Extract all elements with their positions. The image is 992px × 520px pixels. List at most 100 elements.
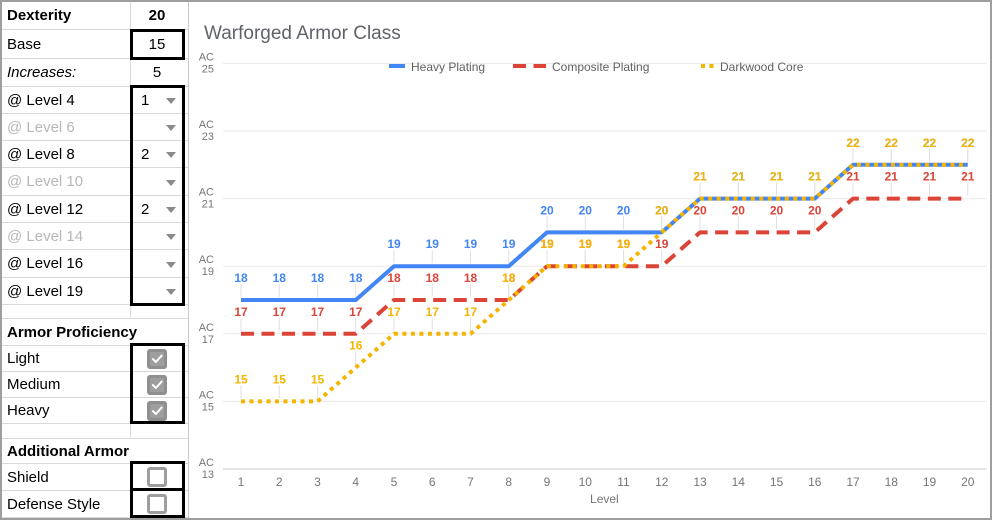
data-label-composite-plating: 20 <box>770 203 784 217</box>
data-label-darkwood-core: 16 <box>349 339 363 353</box>
data-label-darkwood-core: 18 <box>502 271 516 285</box>
row-shield: Shield <box>2 464 188 491</box>
data-label-composite-plating: 17 <box>273 305 287 319</box>
row-level-4: @ Level 4 1 <box>2 87 188 114</box>
level-8-label: @ Level 8 <box>2 141 131 167</box>
triangle-down-icon[interactable] <box>166 98 176 104</box>
data-label-darkwood-core: 21 <box>808 170 822 184</box>
x-tick-label: 8 <box>505 475 512 489</box>
triangle-down-icon[interactable] <box>166 152 176 158</box>
y-tick-label: 21 <box>202 199 214 211</box>
x-tick-label: 1 <box>238 475 245 489</box>
level-14-dropdown[interactable] <box>131 223 183 249</box>
additional-armor-header: Additional Armor <box>7 442 129 460</box>
data-label-heavy-plating: 22 <box>923 136 937 150</box>
data-label-composite-plating: 20 <box>808 203 822 217</box>
chart-title: Warforged Armor Class <box>204 23 401 44</box>
shield-checkbox[interactable] <box>147 467 167 487</box>
x-tick-label: 9 <box>544 475 551 489</box>
level-8-dropdown[interactable]: 2 <box>131 141 183 167</box>
spacer-row <box>2 305 188 319</box>
data-label-composite-plating: 19 <box>579 237 593 251</box>
x-tick-label: 12 <box>655 475 669 489</box>
data-label-composite-plating: 17 <box>234 305 248 319</box>
light-checkbox[interactable] <box>147 348 167 369</box>
data-label-darkwood-core: 19 <box>540 237 554 251</box>
level-4-dropdown[interactable]: 1 <box>131 87 183 113</box>
level-8-value: 2 <box>141 145 150 163</box>
data-label-composite-plating: 17 <box>311 305 325 319</box>
data-label-heavy-plating: 21 <box>770 170 784 184</box>
legend-label: Composite Plating <box>552 60 649 74</box>
x-tick-label: 2 <box>276 475 283 489</box>
chart-card[interactable]: AC 13 AC 15 AC 17 AC 19 AC 21 AC 23 AC 25 1 2 3 4 5 6 7 8 9 10 1… <box>190 2 990 518</box>
increases-value-cell[interactable]: 5 <box>152 64 162 81</box>
level-19-dropdown[interactable] <box>131 278 183 304</box>
data-label-composite-plating: 18 <box>464 271 478 285</box>
data-label-heavy-plating: 20 <box>655 203 669 217</box>
data-label-heavy-plating: 21 <box>808 170 822 184</box>
data-label-darkwood-core: 22 <box>846 136 860 150</box>
data-label-heavy-plating: 21 <box>732 170 746 184</box>
data-label-darkwood-core: 20 <box>655 203 669 217</box>
level-10-dropdown[interactable] <box>131 168 183 195</box>
x-tick-label: 17 <box>846 475 860 489</box>
row-armor-proficiency-header: Armor Proficiency <box>2 319 188 346</box>
data-label-heavy-plating: 20 <box>540 203 554 217</box>
y-tick-prefix: AC <box>199 119 214 131</box>
y-tick-prefix: AC <box>199 457 214 469</box>
medium-checkbox[interactable] <box>147 374 167 395</box>
data-label-heavy-plating: 18 <box>311 271 325 285</box>
data-label-darkwood-core: 17 <box>426 305 440 319</box>
row-medium: Medium <box>2 372 188 398</box>
data-label-darkwood-core: 22 <box>923 136 937 150</box>
row-level-10: @ Level 10 <box>2 168 188 196</box>
y-tick-label: 13 <box>202 469 214 481</box>
triangle-down-icon[interactable] <box>166 179 176 186</box>
level-12-label: @ Level 12 <box>2 196 131 222</box>
level-4-value: 1 <box>141 91 150 109</box>
series-heavy-plating: 18 18 18 18 19 19 19 19 20 20 20 20 21 21 21 21 22 22 22 22 <box>234 136 975 302</box>
data-label-darkwood-core: 19 <box>579 237 593 251</box>
row-level-8: @ Level 8 2 <box>2 141 188 168</box>
level-12-value: 2 <box>141 200 150 218</box>
x-tick-label: 11 <box>617 475 630 489</box>
level-12-dropdown[interactable]: 2 <box>131 196 183 222</box>
base-value-cell[interactable]: 15 <box>148 35 166 53</box>
row-level-19: @ Level 19 <box>2 278 188 305</box>
x-tick-label: 20 <box>961 475 975 489</box>
row-heavy: Heavy <box>2 398 188 424</box>
y-tick-label: 23 <box>202 131 214 143</box>
data-label-composite-plating: 21 <box>961 170 975 184</box>
y-tick-prefix: AC <box>199 322 214 334</box>
dexterity-value-cell[interactable]: 20 <box>148 7 166 24</box>
data-label-composite-plating: 21 <box>846 170 860 184</box>
level-16-dropdown[interactable] <box>131 250 183 277</box>
x-tick-label: 5 <box>391 475 398 489</box>
triangle-down-icon[interactable] <box>166 207 176 213</box>
data-label-darkwood-core: 15 <box>234 372 248 386</box>
data-label-composite-plating: 19 <box>655 237 669 251</box>
x-tick-label: 16 <box>808 475 822 489</box>
triangle-down-icon[interactable] <box>166 234 176 240</box>
triangle-down-icon[interactable] <box>166 125 176 131</box>
y-tick-label: 19 <box>202 266 214 278</box>
triangle-down-icon[interactable] <box>166 261 176 268</box>
x-tick-label: 10 <box>579 475 593 489</box>
defense-style-checkbox[interactable] <box>147 494 167 514</box>
x-tick-label: 19 <box>923 475 937 489</box>
x-tick-label: 14 <box>732 475 746 489</box>
level-6-dropdown[interactable] <box>131 114 183 140</box>
level-4-label: @ Level 4 <box>2 87 131 113</box>
data-label-heavy-plating: 19 <box>464 237 478 251</box>
data-label-darkwood-core: 15 <box>311 372 325 386</box>
triangle-down-icon[interactable] <box>166 289 176 295</box>
heavy-checkbox[interactable] <box>147 400 167 421</box>
data-label-darkwood-core: 21 <box>732 170 746 184</box>
chart-legend: Heavy Plating Composite Plating Darkwood C… <box>389 60 804 74</box>
y-tick-prefix: AC <box>199 389 214 401</box>
y-tick-prefix: AC <box>199 187 214 199</box>
data-label-heavy-plating: 20 <box>617 203 631 217</box>
